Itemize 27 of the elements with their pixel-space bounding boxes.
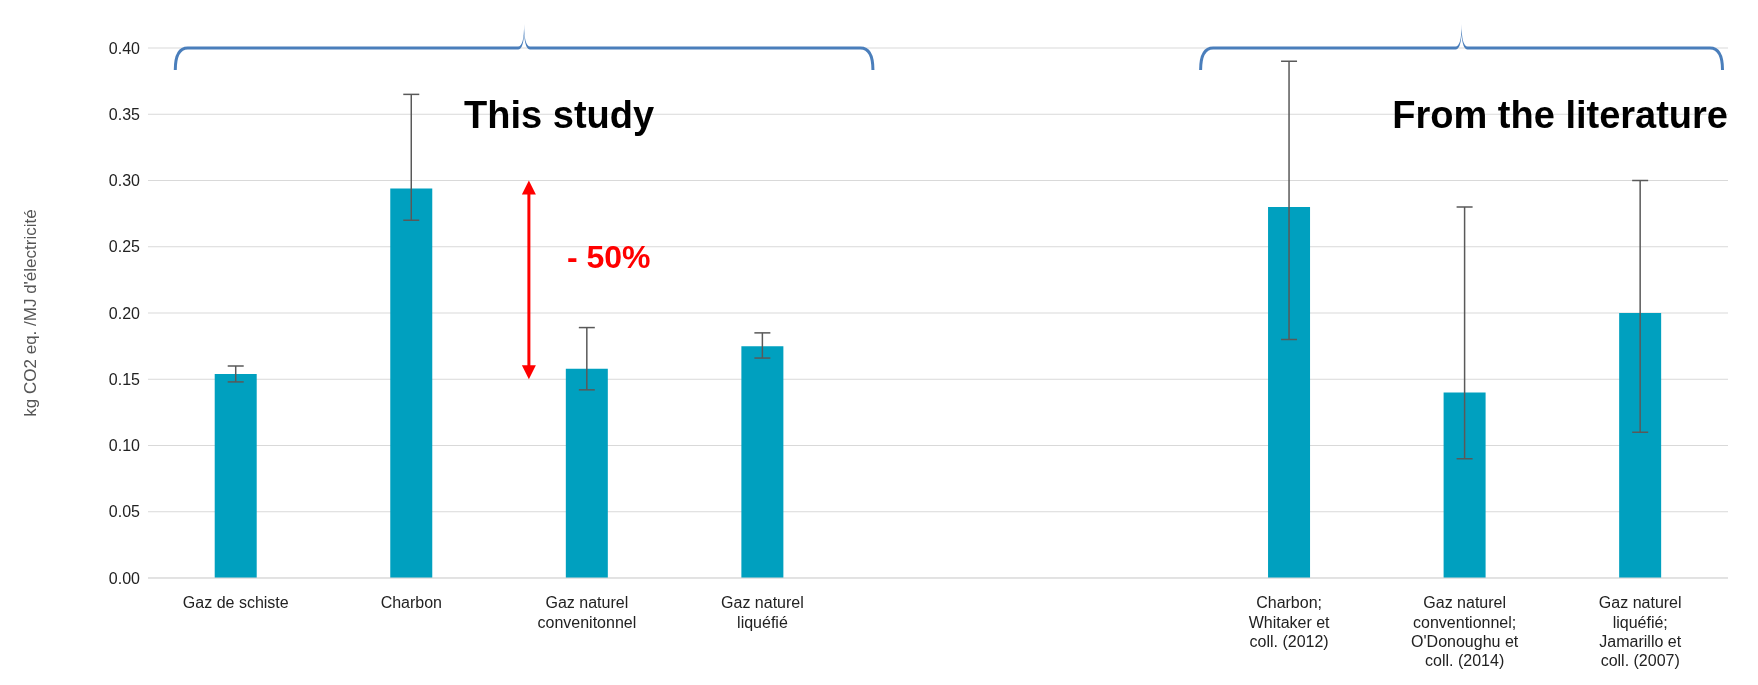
annotation: - 50% xyxy=(566,239,651,275)
y-tick-label: 0.30 xyxy=(108,172,141,190)
bar xyxy=(1443,392,1486,578)
bar xyxy=(741,346,784,578)
bar xyxy=(1268,207,1311,578)
y-tick-label: 0.15 xyxy=(108,370,141,388)
x-tick-label: Charbon; Whitaker et coll. (2012) xyxy=(1248,594,1331,650)
bar xyxy=(565,368,608,578)
bar xyxy=(390,188,433,578)
annotation: This study xyxy=(464,94,655,137)
x-tick-label: Gaz de schiste xyxy=(182,594,289,612)
annotation: From the literature xyxy=(1392,94,1728,137)
y-tick-label: 0.20 xyxy=(108,304,141,322)
y-tick-label: 0.35 xyxy=(108,105,141,123)
y-axis-title: kg CO2 eq. /MJ d'électricité xyxy=(21,209,41,417)
bar xyxy=(214,373,257,578)
y-tick-label: 0.00 xyxy=(108,569,141,587)
y-tick-label: 0.10 xyxy=(108,437,141,455)
y-tick-label: 0.40 xyxy=(108,39,141,57)
x-tick-label: Gaz naturel conventionnel; O'Donoughu et coll. (2014) xyxy=(1411,594,1519,669)
x-tick-label: Gaz naturel liquéfié xyxy=(721,594,804,631)
y-tick-label: 0.25 xyxy=(108,238,141,256)
x-tick-label: Charbon xyxy=(380,594,443,612)
x-tick-label: Gaz naturel convenitonnel xyxy=(537,594,637,631)
x-tick-label: Gaz naturel liquéfié; Jamarillo et coll. (2007) xyxy=(1598,594,1682,669)
bar xyxy=(1619,313,1662,578)
y-tick-label: 0.05 xyxy=(108,503,141,521)
